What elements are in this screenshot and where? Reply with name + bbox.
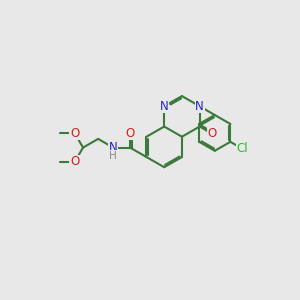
Text: N: N xyxy=(160,100,169,113)
Text: N: N xyxy=(195,100,204,113)
Text: Cl: Cl xyxy=(237,142,248,155)
Text: O: O xyxy=(125,127,135,140)
Text: H: H xyxy=(110,151,117,161)
Text: O: O xyxy=(70,155,79,169)
Text: O: O xyxy=(70,127,79,140)
Text: O: O xyxy=(208,127,217,140)
Text: N: N xyxy=(109,141,118,154)
